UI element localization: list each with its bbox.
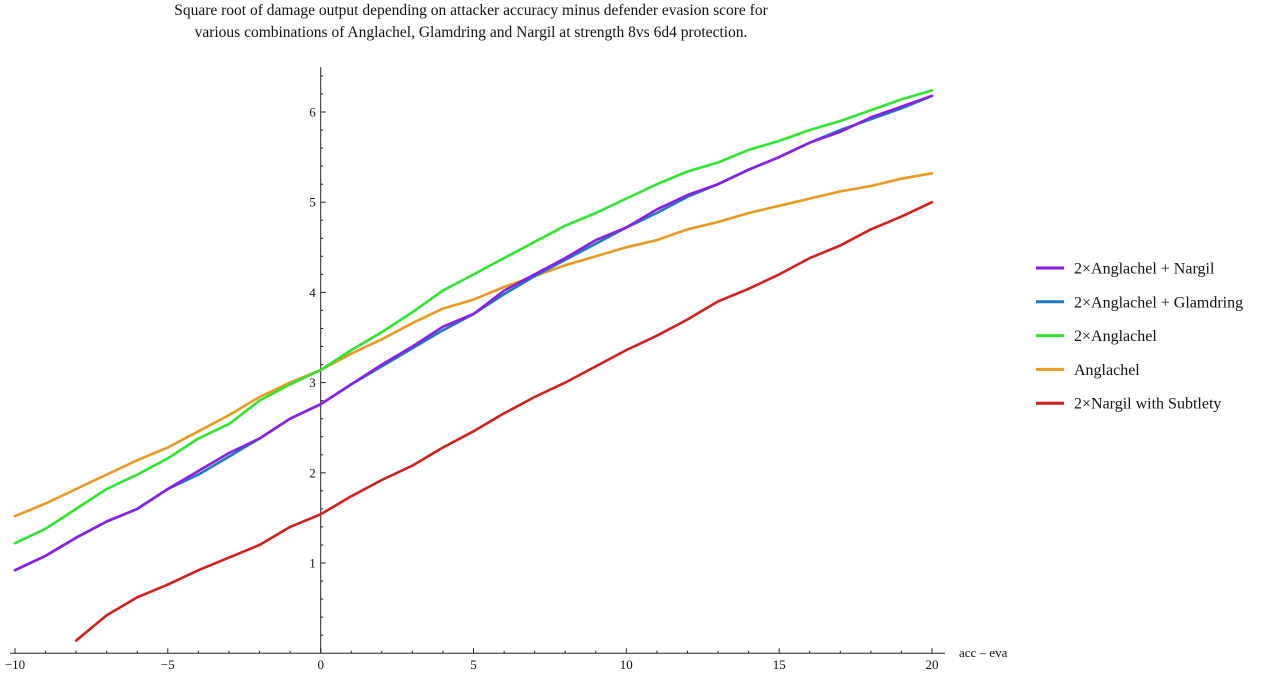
legend-label-2xanglachel-nargil: 2×Anglachel + Nargil <box>1074 261 1215 278</box>
series-line-2xanglachel-nargil <box>13 94 934 572</box>
legend-label-anglachel: Anglachel <box>1074 362 1140 379</box>
x-tick-label-15: 15 <box>773 657 786 672</box>
x-ticks: −10 −5 0 5 10 15 20 <box>5 648 939 672</box>
x-tick-label-5: −5 <box>161 657 175 672</box>
legend-label-2xanglachel: 2×Anglachel <box>1074 328 1157 345</box>
y-tick-label-1: 1 <box>309 556 316 571</box>
legend-label-2xanglachel-glamdring: 2×Anglachel + Glamdring <box>1074 294 1243 311</box>
chart-title-line-2: various combinations of Anglachel, Glamd… <box>195 24 748 41</box>
axes: acc – eva <box>10 67 1008 660</box>
x-tick-label-10: −10 <box>5 657 25 672</box>
y-tick-label-6: 6 <box>309 105 316 120</box>
y-tick-label-4: 4 <box>309 285 316 300</box>
y-tick-label-5: 5 <box>309 195 316 210</box>
legend: 2×Anglachel + Nargil 2×Anglachel + Glamdr… <box>1036 261 1243 413</box>
x-axis-label: acc – eva <box>959 645 1008 660</box>
x-tick-label-0: 0 <box>317 657 324 672</box>
series-line-2xanglachel <box>13 89 934 545</box>
x-tick-label-20: 20 <box>926 657 939 672</box>
y-tick-label-3: 3 <box>309 375 316 390</box>
y-tick-label-2: 2 <box>309 465 316 480</box>
legend-label-2xnargil-with-subtlety: 2×Nargil with Subtlety <box>1074 396 1221 413</box>
x-tick-label-5: 5 <box>470 657 477 672</box>
x-tick-label-10: 10 <box>620 657 633 672</box>
chart-title: Square root of damage output depending o… <box>174 2 768 41</box>
series-lines <box>13 89 934 642</box>
series-line-anglachel <box>13 172 934 518</box>
chart-title-line-1: Square root of damage output depending o… <box>174 2 768 19</box>
series-line-2xnargil-with-subtlety <box>74 200 934 642</box>
y-ticks: 1 2 3 4 5 6 <box>309 75 326 636</box>
